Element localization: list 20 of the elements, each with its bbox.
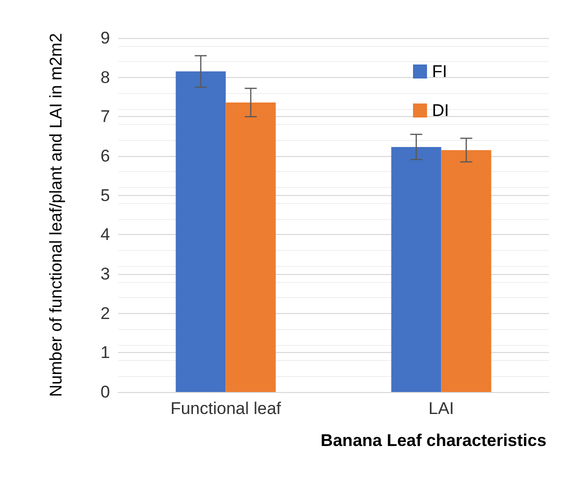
y-tick-label: 3 <box>100 264 110 284</box>
x-tick-label: Functional leaf <box>170 399 282 418</box>
y-tick-label: 4 <box>100 225 110 244</box>
bar <box>391 146 442 392</box>
x-axis-title: Banana Leaf characteristics <box>320 431 546 450</box>
y-axis-title: Number of functional leaf/plant and LAI in m2m2 <box>46 33 66 397</box>
y-tick-label: 0 <box>100 382 110 402</box>
y-tick-label: 7 <box>100 107 110 126</box>
bar <box>441 150 492 392</box>
x-tick-label: LAI <box>428 399 454 418</box>
y-tick-label: 6 <box>100 146 110 166</box>
bar <box>176 71 226 392</box>
y-tick-label: 8 <box>100 68 110 87</box>
legend-label: FI <box>432 62 448 81</box>
y-tick-label: 1 <box>100 343 110 362</box>
y-tick-label: 2 <box>100 304 110 323</box>
y-tick-label: 9 <box>100 28 110 48</box>
bar <box>226 102 276 392</box>
legend-label: DI <box>432 101 449 120</box>
y-tick-label: 5 <box>100 186 110 205</box>
